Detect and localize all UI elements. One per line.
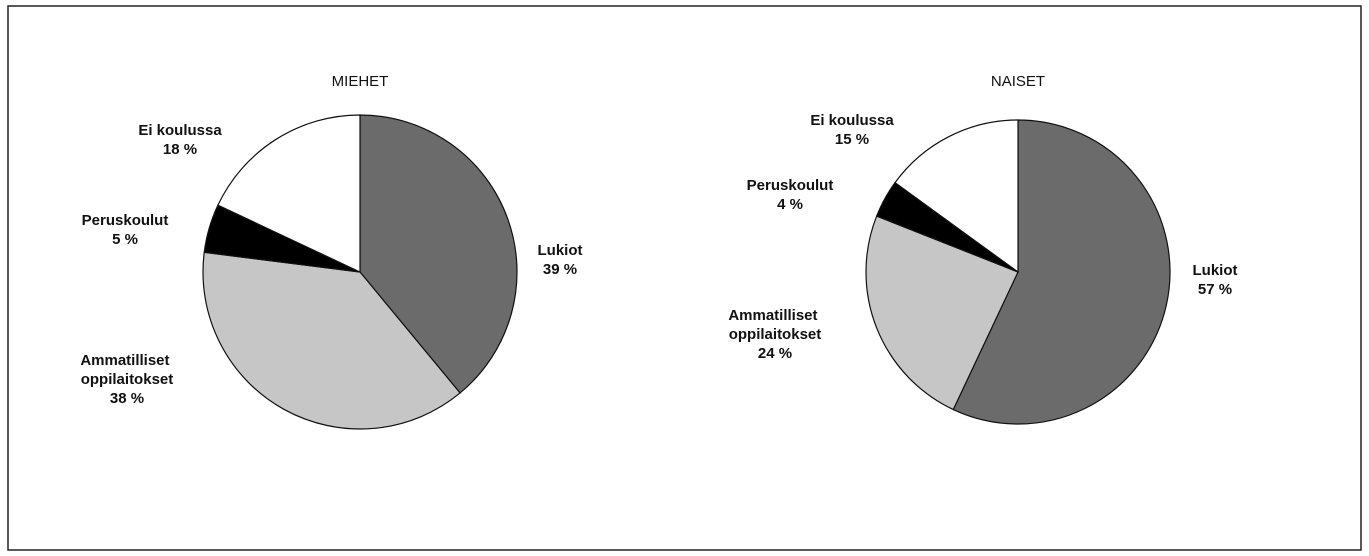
pie-slice [894, 119, 1019, 274]
label-line: Lukiot [1193, 262, 1238, 279]
slice-label: Ei koulussa [138, 122, 222, 139]
label-line: Ei koulussa [138, 122, 222, 139]
chart-title: NAISET [991, 73, 1045, 90]
slice-label: Lukiot [538, 242, 583, 259]
slice-value: 38 % [110, 390, 144, 407]
label-line: Ammatilliset [728, 307, 821, 324]
label-line: oppilaitokset [729, 326, 822, 343]
slice-value: 57 % [1198, 281, 1232, 298]
slice-value: 15 % [835, 131, 869, 148]
pie-slice [359, 114, 518, 394]
chart-title: MIEHET [332, 73, 389, 90]
slice-label: Lukiot [1193, 262, 1238, 279]
slice-value: 5 % [112, 231, 138, 248]
label-line: Peruskoulut [747, 177, 834, 194]
pie-slice [952, 119, 1171, 425]
label-line: Peruskoulut [82, 212, 169, 229]
label-line: Ammatilliset [80, 352, 173, 369]
label-line: oppilaitokset [81, 371, 174, 388]
slice-value: 4 % [777, 196, 803, 213]
slice-label: Ammatilliset oppilaitokset [728, 307, 821, 343]
pie-slice [217, 114, 361, 273]
slice-label: Ammatilliset oppilaitokset [80, 352, 173, 388]
slice-value: 18 % [163, 141, 197, 158]
pie-slice [865, 215, 1019, 411]
slice-value: 24 % [758, 345, 792, 362]
pie-slice [202, 251, 461, 430]
slice-label: Ei koulussa [810, 112, 894, 129]
slice-label: Peruskoulut [82, 212, 169, 229]
slice-label: Peruskoulut [747, 177, 834, 194]
slice-value: 39 % [543, 261, 577, 278]
label-line: Ei koulussa [810, 112, 894, 129]
label-line: Lukiot [538, 242, 583, 259]
